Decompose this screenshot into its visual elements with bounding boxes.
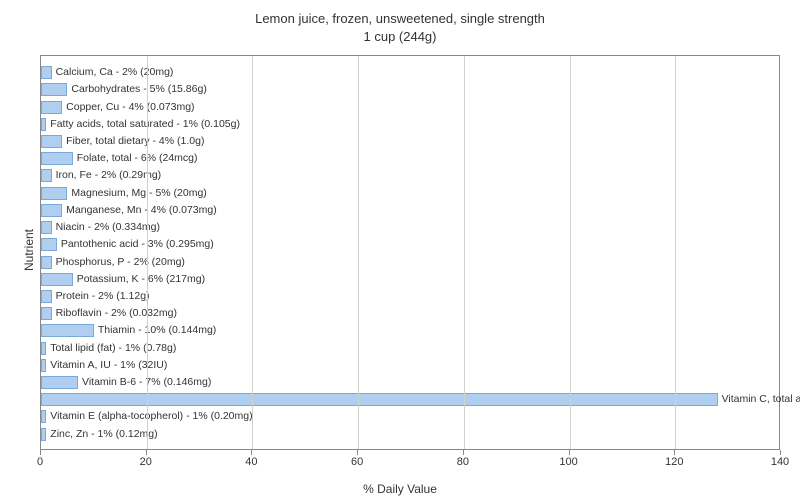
bar (41, 238, 57, 251)
chart-container: Lemon juice, frozen, unsweetened, single… (0, 0, 800, 500)
bar-label: Protein - 2% (1.12g) (56, 289, 150, 304)
x-tick-label: 100 (559, 456, 577, 468)
bar-label: Calcium, Ca - 2% (20mg) (56, 65, 174, 80)
bar (41, 221, 52, 234)
chart-title: Lemon juice, frozen, unsweetened, single… (0, 0, 800, 46)
bar-row: Vitamin B-6 - 7% (0.146mg) (41, 374, 779, 391)
bar (41, 376, 78, 389)
bar (41, 256, 52, 269)
bar (41, 342, 46, 355)
bar-label: Phosphorus, P - 2% (20mg) (56, 255, 185, 270)
bar (41, 83, 67, 96)
x-tick-label: 20 (140, 456, 152, 468)
bar-label: Manganese, Mn - 4% (0.073mg) (66, 203, 217, 218)
bar-label: Fiber, total dietary - 4% (1.0g) (66, 134, 204, 149)
bar (41, 324, 94, 337)
bar-label: Thiamin - 10% (0.144mg) (98, 323, 216, 338)
bar-label: Zinc, Zn - 1% (0.12mg) (50, 427, 157, 442)
bar-row: Vitamin E (alpha-tocopherol) - 1% (0.20m… (41, 408, 779, 425)
bar (41, 290, 52, 303)
bar (41, 135, 62, 148)
bar-row: Folate, total - 6% (24mcg) (41, 150, 779, 167)
bar-row: Total lipid (fat) - 1% (0.78g) (41, 340, 779, 357)
gridline (358, 56, 359, 449)
bar-label: Copper, Cu - 4% (0.073mg) (66, 100, 194, 115)
bar-row: Fatty acids, total saturated - 1% (0.105… (41, 116, 779, 133)
bar-label: Fatty acids, total saturated - 1% (0.105… (50, 117, 240, 132)
x-tick-label: 80 (457, 456, 469, 468)
bar-label: Pantothenic acid - 3% (0.295mg) (61, 237, 214, 252)
bar-label: Riboflavin - 2% (0.032mg) (56, 306, 177, 321)
bar-label: Folate, total - 6% (24mcg) (77, 151, 198, 166)
bar (41, 66, 52, 79)
x-tick (780, 450, 781, 455)
bar-row: Iron, Fe - 2% (0.29mg) (41, 167, 779, 184)
title-line-1: Lemon juice, frozen, unsweetened, single… (0, 10, 800, 28)
gridline (570, 56, 571, 449)
bar (41, 359, 46, 372)
x-tick-label: 140 (771, 456, 789, 468)
bar-row: Calcium, Ca - 2% (20mg) (41, 64, 779, 81)
bar-row: Copper, Cu - 4% (0.073mg) (41, 98, 779, 115)
bar-row: Potassium, K - 6% (217mg) (41, 271, 779, 288)
bar-label: Total lipid (fat) - 1% (0.78g) (50, 341, 176, 356)
bar (41, 101, 62, 114)
bar-row: Zinc, Zn - 1% (0.12mg) (41, 426, 779, 443)
x-axis-label: % Daily Value (363, 482, 437, 496)
bar (41, 273, 73, 286)
x-tick-label: 60 (351, 456, 363, 468)
gridline (147, 56, 148, 449)
bar (41, 410, 46, 423)
bar-row: Riboflavin - 2% (0.032mg) (41, 305, 779, 322)
x-tick (251, 450, 252, 455)
gridline (675, 56, 676, 449)
bar-label: Vitamin E (alpha-tocopherol) - 1% (0.20m… (50, 409, 252, 424)
bar-row: Vitamin A, IU - 1% (32IU) (41, 357, 779, 374)
bar (41, 187, 67, 200)
bar-row: Magnesium, Mg - 5% (20mg) (41, 185, 779, 202)
plot-area: Calcium, Ca - 2% (20mg) Carbohydrates - 5… (40, 55, 780, 450)
bar (41, 169, 52, 182)
gridline (464, 56, 465, 449)
bars-region: Calcium, Ca - 2% (20mg) Carbohydrates - 5… (41, 64, 779, 441)
bar-row: Phosphorus, P - 2% (20mg) (41, 253, 779, 270)
x-tick (40, 450, 41, 455)
x-tick-label: 0 (37, 456, 43, 468)
x-tick (146, 450, 147, 455)
bar-row: Thiamin - 10% (0.144mg) (41, 322, 779, 339)
bar-label: Niacin - 2% (0.334mg) (56, 220, 160, 235)
x-tick (357, 450, 358, 455)
bar (41, 393, 718, 406)
bar-row: Fiber, total dietary - 4% (1.0g) (41, 133, 779, 150)
x-tick (569, 450, 570, 455)
bar-label: Potassium, K - 6% (217mg) (77, 272, 205, 287)
bar (41, 307, 52, 320)
bar-label: Magnesium, Mg - 5% (20mg) (71, 186, 206, 201)
bar-row: Pantothenic acid - 3% (0.295mg) (41, 236, 779, 253)
bar-row: Carbohydrates - 5% (15.86g) (41, 81, 779, 98)
gridline (252, 56, 253, 449)
x-tick (463, 450, 464, 455)
x-tick-label: 120 (665, 456, 683, 468)
title-line-2: 1 cup (244g) (0, 28, 800, 46)
y-axis-label: Nutrient (22, 229, 36, 271)
bar-label: Carbohydrates - 5% (15.86g) (71, 82, 206, 97)
bar-row: Manganese, Mn - 4% (0.073mg) (41, 202, 779, 219)
bar-label: Vitamin A, IU - 1% (32IU) (50, 358, 167, 373)
bar-row: Vitamin C, total ascorbic acid - 128% (7… (41, 391, 779, 408)
bar (41, 118, 46, 131)
bar (41, 204, 62, 217)
bar (41, 152, 73, 165)
bar (41, 428, 46, 441)
x-tick (674, 450, 675, 455)
bar-row: Protein - 2% (1.12g) (41, 288, 779, 305)
bar-label: Vitamin C, total ascorbic acid - 128% (7… (722, 392, 800, 407)
bar-label: Iron, Fe - 2% (0.29mg) (56, 168, 162, 183)
bar-row: Niacin - 2% (0.334mg) (41, 219, 779, 236)
x-tick-label: 40 (245, 456, 257, 468)
